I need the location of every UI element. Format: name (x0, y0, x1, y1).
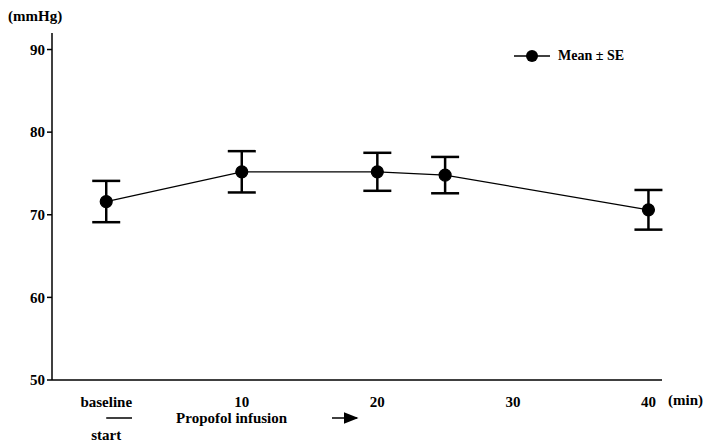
svg-text:10: 10 (234, 394, 249, 410)
svg-text:80: 80 (30, 124, 45, 140)
html-text:Propofol infusion: Propofol infusion (176, 410, 288, 426)
html-text:(min): (min) (668, 392, 703, 408)
svg-text:60: 60 (30, 290, 45, 306)
svg-text:50: 50 (30, 372, 45, 388)
html-text:start: start (91, 427, 122, 443)
svg-text:30: 30 (505, 394, 520, 410)
svg-text:90: 90 (30, 42, 45, 58)
html-text:(mmHg): (mmHg) (8, 8, 63, 24)
svg-text:70: 70 (30, 207, 45, 223)
svg-text:baseline: baseline (80, 394, 132, 410)
html-text:Mean ± SE: Mean ± SE (558, 48, 624, 63)
svg-text:40: 40 (641, 394, 656, 410)
svg-text:20: 20 (370, 394, 385, 410)
